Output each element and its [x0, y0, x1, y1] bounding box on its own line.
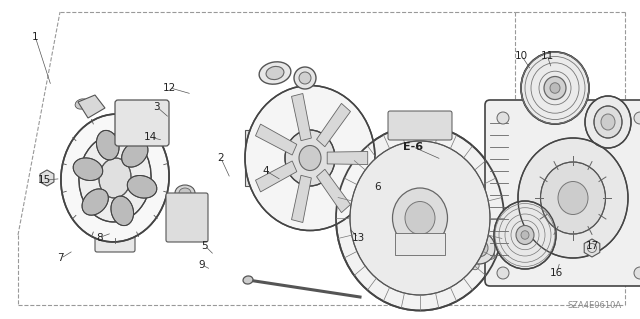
- Ellipse shape: [521, 52, 589, 124]
- Polygon shape: [255, 161, 297, 192]
- Polygon shape: [317, 103, 351, 147]
- FancyBboxPatch shape: [485, 100, 640, 286]
- Ellipse shape: [175, 185, 195, 201]
- Ellipse shape: [544, 77, 566, 100]
- Text: 3: 3: [154, 102, 160, 112]
- Text: 15: 15: [38, 175, 51, 185]
- Polygon shape: [291, 93, 311, 141]
- Circle shape: [634, 112, 640, 124]
- Text: 11: 11: [541, 51, 554, 61]
- Ellipse shape: [516, 226, 534, 244]
- Ellipse shape: [494, 201, 556, 269]
- FancyBboxPatch shape: [95, 234, 135, 252]
- Text: 2: 2: [218, 153, 224, 163]
- Circle shape: [449, 261, 458, 269]
- Ellipse shape: [61, 114, 169, 242]
- Ellipse shape: [350, 141, 490, 295]
- Ellipse shape: [266, 66, 284, 79]
- Ellipse shape: [122, 141, 148, 167]
- Circle shape: [474, 227, 482, 235]
- Text: SZA4E0610A: SZA4E0610A: [568, 301, 622, 310]
- FancyBboxPatch shape: [395, 233, 445, 255]
- Circle shape: [471, 262, 479, 270]
- Ellipse shape: [111, 196, 134, 226]
- FancyBboxPatch shape: [115, 100, 169, 146]
- Circle shape: [179, 199, 191, 211]
- Circle shape: [497, 267, 509, 279]
- Text: 13: 13: [352, 233, 365, 243]
- Text: 14: 14: [144, 132, 157, 142]
- Polygon shape: [317, 169, 351, 212]
- Ellipse shape: [594, 106, 622, 138]
- Ellipse shape: [299, 145, 321, 170]
- Text: 10: 10: [515, 51, 528, 61]
- Ellipse shape: [245, 85, 375, 231]
- Ellipse shape: [99, 158, 131, 198]
- Ellipse shape: [541, 162, 605, 234]
- FancyBboxPatch shape: [362, 152, 427, 164]
- Text: 16: 16: [550, 268, 563, 278]
- Polygon shape: [255, 124, 297, 155]
- Ellipse shape: [405, 202, 435, 234]
- Ellipse shape: [550, 83, 560, 93]
- Ellipse shape: [82, 189, 108, 215]
- Circle shape: [294, 67, 316, 89]
- Ellipse shape: [431, 224, 499, 272]
- Ellipse shape: [585, 96, 631, 148]
- Text: 1: 1: [32, 32, 38, 42]
- Ellipse shape: [97, 130, 119, 160]
- Ellipse shape: [285, 130, 335, 186]
- Circle shape: [435, 250, 443, 258]
- Ellipse shape: [73, 158, 103, 181]
- Circle shape: [487, 251, 495, 259]
- Ellipse shape: [558, 182, 588, 214]
- Ellipse shape: [79, 134, 151, 222]
- Ellipse shape: [433, 183, 443, 191]
- Ellipse shape: [601, 114, 615, 130]
- Circle shape: [497, 112, 509, 124]
- Circle shape: [470, 239, 488, 257]
- Polygon shape: [327, 152, 368, 165]
- Text: 5: 5: [202, 241, 208, 251]
- Text: 17: 17: [586, 241, 598, 251]
- Circle shape: [299, 72, 311, 84]
- FancyBboxPatch shape: [388, 111, 452, 140]
- Ellipse shape: [75, 99, 89, 109]
- Ellipse shape: [392, 188, 447, 248]
- Text: E-6: E-6: [403, 142, 423, 152]
- Ellipse shape: [521, 231, 529, 239]
- Polygon shape: [78, 95, 105, 118]
- Ellipse shape: [243, 276, 253, 284]
- Circle shape: [634, 267, 640, 279]
- Text: 8: 8: [96, 233, 102, 243]
- Polygon shape: [245, 130, 260, 186]
- FancyBboxPatch shape: [166, 193, 208, 242]
- Circle shape: [452, 226, 460, 234]
- Text: 7: 7: [58, 253, 64, 263]
- Ellipse shape: [518, 138, 628, 258]
- Circle shape: [463, 232, 495, 264]
- Text: 12: 12: [163, 83, 176, 93]
- Ellipse shape: [259, 62, 291, 84]
- Ellipse shape: [336, 125, 504, 310]
- Text: 4: 4: [262, 166, 269, 176]
- Text: 9: 9: [198, 260, 205, 270]
- Circle shape: [436, 236, 444, 244]
- Polygon shape: [291, 175, 311, 222]
- Text: 6: 6: [374, 182, 381, 192]
- Ellipse shape: [179, 188, 191, 198]
- Ellipse shape: [127, 175, 157, 198]
